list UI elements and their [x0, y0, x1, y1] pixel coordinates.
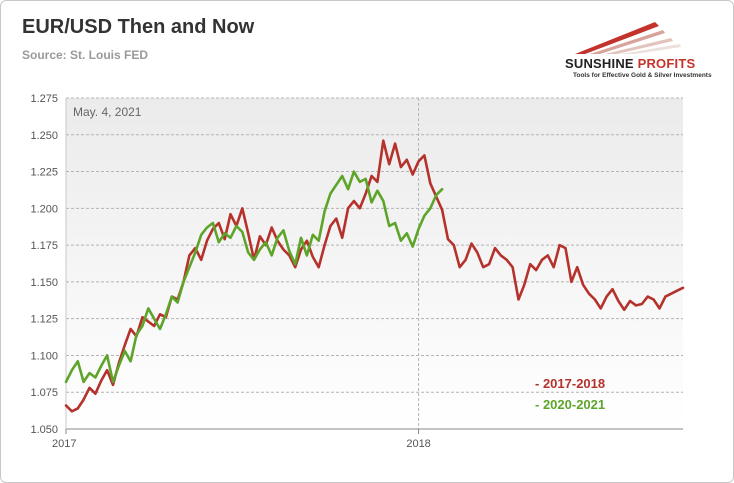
y-tick-label: 1.150 [30, 277, 58, 289]
chart-title: EUR/USD Then and Now [22, 16, 255, 38]
legend: - 2017-2018 - 2020-2021 [535, 376, 605, 412]
y-tick-label: 1.075 [30, 387, 58, 399]
y-tick-label: 1.125 [30, 314, 58, 326]
logo-name-part2: PROFITS [633, 56, 696, 71]
y-tick-label: 1.050 [30, 424, 58, 436]
date-annotation: May. 4, 2021 [73, 105, 142, 119]
y-tick-label: 1.225 [30, 167, 58, 179]
logo-tagline: Tools for Effective Gold & Silver Invest… [573, 72, 712, 79]
x-axis: 2017 2018 [52, 98, 683, 450]
sun-rays-icon [575, 22, 681, 54]
y-tick-label: 1.275 [30, 93, 58, 105]
chart-source: Source: St. Louis FED [22, 48, 149, 62]
y-tick-label: 1.200 [30, 203, 58, 215]
grid-lines [66, 97, 683, 429]
legend-entry-1: - 2017-2018 [535, 376, 605, 391]
plot-area [66, 98, 683, 429]
logo-name-part1: SUNSHINE [565, 56, 634, 71]
y-tick-label: 1.250 [30, 130, 58, 142]
y-tick-label: 1.175 [30, 240, 58, 252]
series-group [64, 139, 685, 413]
x-tick-label: 2018 [406, 438, 430, 450]
series-line-2 [64, 170, 444, 384]
logo-name: SUNSHINE PROFITS [565, 56, 695, 71]
y-axis: 1.050 1.075 1.100 1.125 1.150 1.175 1.200 1.225… [30, 93, 58, 436]
legend-entry-2: - 2020-2021 [535, 397, 605, 412]
x-tick-label: 2017 [52, 438, 76, 450]
y-tick-label: 1.100 [30, 350, 58, 362]
sunshine-profits-logo[interactable]: SUNSHINE PROFITS Tools for Effective Gol… [555, 14, 725, 84]
